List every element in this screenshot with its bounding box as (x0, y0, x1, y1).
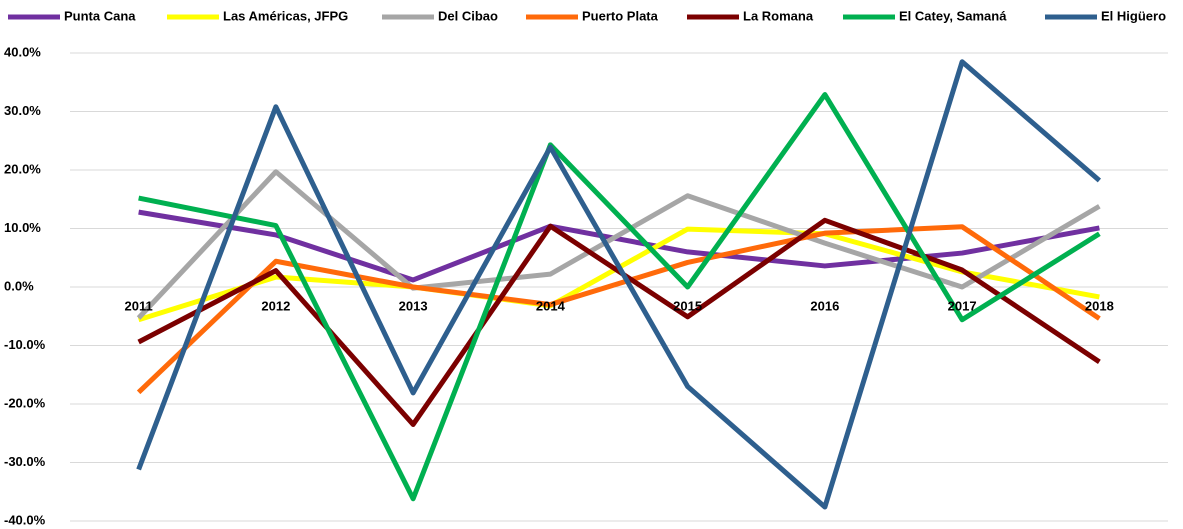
y-tick-label: 40.0% (4, 44, 41, 59)
legend-label: La Romana (743, 8, 814, 23)
series-line (138, 209, 1100, 283)
y-tick-label: 0.0% (4, 278, 34, 293)
x-tick-label: 2017 (948, 298, 977, 313)
x-tick-label: 2013 (399, 298, 428, 313)
series-line (136, 59, 1102, 510)
y-tick-label: -10.0% (4, 337, 46, 352)
x-tick-label: 2018 (1085, 298, 1114, 313)
legend-label: Del Cibao (438, 8, 498, 23)
series-line (137, 217, 1101, 427)
y-tick-label: 10.0% (4, 220, 41, 235)
y-tick-label: 20.0% (4, 161, 41, 176)
x-tick-label: 2015 (673, 298, 702, 313)
y-tick-label: -20.0% (4, 395, 46, 410)
y-tick-label: -40.0% (4, 512, 46, 527)
x-tick-label: 2011 (125, 298, 153, 313)
y-tick-label: 30.0% (4, 103, 41, 118)
x-tick-label: 2016 (810, 298, 839, 313)
legend-label: Las Américas, JFPG (223, 8, 348, 23)
series-line (136, 169, 1101, 320)
y-tick-label: -30.0% (4, 454, 46, 469)
series-line (138, 92, 1101, 502)
legend-label: El Higüero (1101, 8, 1166, 23)
x-tick-label: 2012 (261, 298, 290, 313)
legend-label: Punta Cana (64, 8, 136, 23)
legend-label: Puerto Plata (582, 8, 659, 23)
x-tick-label: 2014 (536, 298, 566, 313)
legend-label: El Catey, Samaná (899, 8, 1007, 23)
